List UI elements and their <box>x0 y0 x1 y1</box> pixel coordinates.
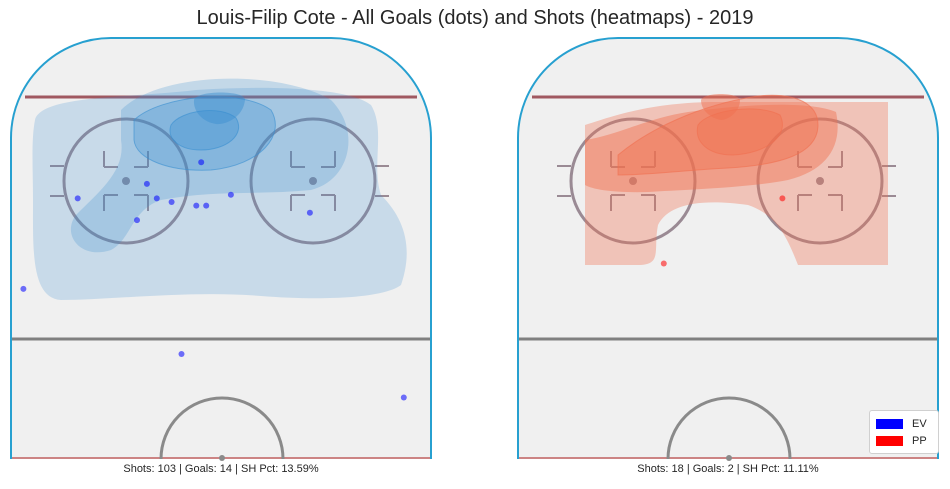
heatmap-contour <box>169 110 239 151</box>
rink-panel-ev <box>10 37 432 461</box>
rink-panel-pp <box>517 37 939 461</box>
center-circle <box>666 396 792 460</box>
heatmap-contour <box>32 87 407 301</box>
rink-boards <box>10 37 432 459</box>
pp-faceoff-right <box>756 117 896 245</box>
legend: EV PP <box>869 410 939 454</box>
rink-surface <box>518 38 938 459</box>
legend-item-pp: PP <box>876 434 927 448</box>
ev-goal-dot <box>143 180 150 187</box>
faceoff-dot <box>816 177 824 185</box>
ev-faceoff-right <box>249 117 389 245</box>
faceoff-dot <box>629 177 637 185</box>
ev-goal-dot <box>227 191 234 198</box>
heatmap-contour <box>585 104 838 193</box>
center-dot <box>726 455 732 461</box>
caption-ev: Shots: 103 | Goals: 14 | SH Pct: 13.59% <box>123 463 319 475</box>
faceoff-circle <box>569 117 697 245</box>
ev-goal-dot <box>168 199 175 205</box>
legend-label-ev: EV <box>912 418 927 430</box>
legend-label-pp: PP <box>912 435 927 447</box>
faceoff-dot <box>309 177 317 185</box>
ev-faceoff-left <box>50 117 190 245</box>
ev-goal-dot <box>178 351 185 357</box>
faceoff-circle <box>62 117 190 245</box>
ev-goal-dot <box>203 202 210 209</box>
legend-item-ev: EV <box>876 417 927 431</box>
ev-goal-dot <box>134 217 140 224</box>
chart-title: Louis-Filip Cote - All Goals (dots) and … <box>196 7 754 29</box>
heatmap-contour <box>617 94 819 176</box>
ev-goal-dot <box>74 195 81 202</box>
heatmap-contour <box>701 94 740 120</box>
heatmap-contour <box>70 78 349 253</box>
faceoff-dot <box>122 177 130 185</box>
caption-pp: Shots: 18 | Goals: 2 | SH Pct: 11.11% <box>637 463 819 475</box>
pp-goal-dot <box>779 195 786 202</box>
ev-goal-dot <box>20 285 27 292</box>
center-dot <box>219 455 225 461</box>
faceoff-circle <box>249 117 377 245</box>
rink-surface <box>11 38 431 459</box>
center-circle <box>159 396 285 460</box>
rink-boards <box>517 37 939 459</box>
pp-faceoff-left <box>557 117 697 245</box>
heatmap-contour <box>193 92 246 125</box>
ev-goal-dot <box>193 202 200 209</box>
pp-goal-dot <box>660 260 667 267</box>
ev-goal-dot <box>306 209 313 216</box>
ev-goal-dot <box>400 394 407 401</box>
ev-goal-dot <box>198 159 205 166</box>
heatmap-contour <box>133 96 276 171</box>
faceoff-circle <box>756 117 884 245</box>
legend-swatch-ev <box>876 419 903 429</box>
legend-swatch-pp <box>876 436 903 446</box>
ev-goal-dot <box>153 195 160 202</box>
